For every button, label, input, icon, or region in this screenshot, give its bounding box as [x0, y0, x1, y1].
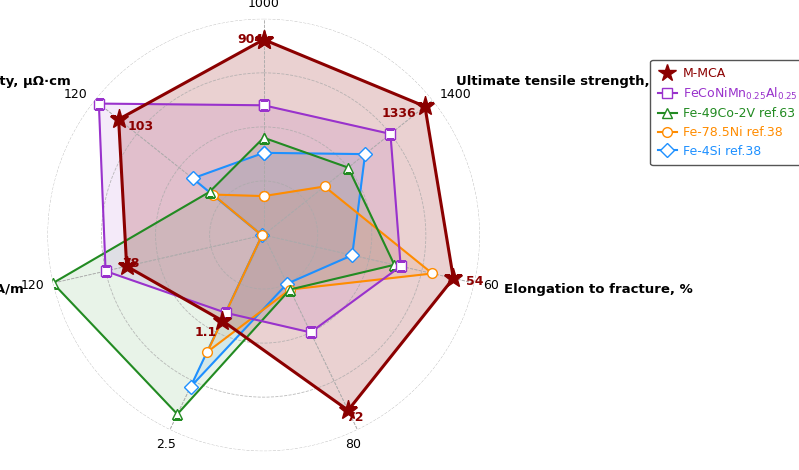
Text: 80: 80 — [345, 438, 361, 451]
Polygon shape — [53, 138, 395, 414]
Polygon shape — [118, 39, 453, 410]
Text: 54: 54 — [466, 274, 483, 288]
Polygon shape — [99, 103, 400, 332]
Text: 60: 60 — [483, 279, 499, 291]
Text: 78: 78 — [122, 257, 139, 270]
Polygon shape — [190, 153, 365, 387]
Text: 72: 72 — [346, 411, 364, 424]
Text: 2.5: 2.5 — [156, 438, 176, 451]
Text: Coercivity, A/m: Coercivity, A/m — [0, 283, 23, 297]
Text: Elongation to fracture, %: Elongation to fracture, % — [504, 283, 693, 297]
Text: 120: 120 — [64, 88, 88, 102]
Text: Ultimate tensile strength, MPa: Ultimate tensile strength, MPa — [456, 75, 686, 88]
Text: 103: 103 — [127, 119, 153, 133]
Text: 1400: 1400 — [439, 88, 471, 102]
Text: 1.1: 1.1 — [194, 326, 217, 339]
Text: Electrical resistivity, μΩ·cm: Electrical resistivity, μΩ·cm — [0, 75, 71, 88]
Text: 120: 120 — [21, 279, 45, 291]
Text: 1336: 1336 — [382, 107, 416, 120]
Text: 1000: 1000 — [248, 0, 280, 10]
Legend: M-MCA, FeCoNiMn$_{0.25}$Al$_{0.25}$ MCA ref.28, Fe-49Co-2V ref.63, Fe-78.5Ni ref: M-MCA, FeCoNiMn$_{0.25}$Al$_{0.25}$ MCA … — [650, 60, 799, 165]
Text: 904: 904 — [237, 33, 264, 46]
Polygon shape — [208, 187, 432, 352]
